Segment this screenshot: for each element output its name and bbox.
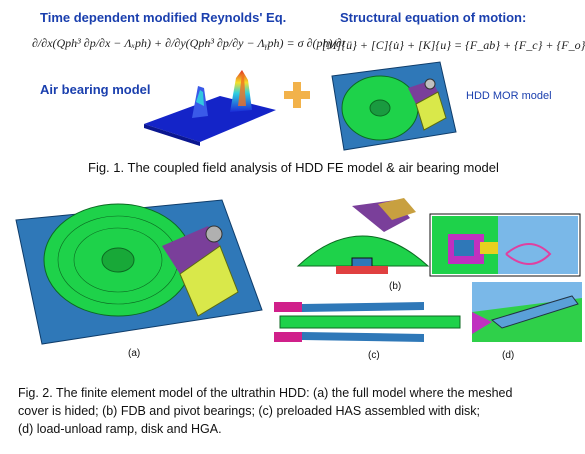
fdb-pivot-bearings-image (296, 198, 430, 274)
ramp-disk-hga-image (472, 282, 582, 342)
air-bearing-label: Air bearing model (40, 82, 151, 97)
full-hdd-model-image (15, 199, 263, 345)
fig2-caption-line3: (d) load-unload ramp, disk and HGA. (18, 422, 222, 436)
bearing-zoom-inset (429, 213, 581, 277)
label-d: (d) (502, 350, 515, 361)
label-c: (c) (368, 350, 380, 361)
mor-label: HDD MOR model (466, 90, 552, 102)
fig2-caption-line1: Fig. 2. The finite element model of the … (18, 386, 513, 400)
motion-equation: [M]{ü} + [C]{u̇} + [K]{u} = {F_ab} + {F_… (322, 38, 585, 52)
reynolds-equation: ∂/∂x(Qph³ ∂p/∂x − Λₓph) + ∂/∂y(Qph³ ∂p/∂… (32, 36, 346, 50)
label-b: (b) (389, 281, 402, 292)
plus-icon (284, 82, 310, 108)
motion-title: Structural equation of motion: (340, 10, 527, 25)
fig2-caption-line2: cover is hided; (b) FDB and pivot bearin… (18, 404, 481, 418)
air-bearing-pressure-plot (144, 70, 276, 146)
hdd-mor-model-image (331, 61, 457, 151)
fig1-caption: Fig. 1. The coupled field analysis of HD… (88, 160, 499, 175)
has-disk-assembly-image (274, 302, 461, 342)
reynolds-title: Time dependent modified Reynolds' Eq. (40, 10, 287, 25)
label-a: (a) (128, 348, 141, 359)
